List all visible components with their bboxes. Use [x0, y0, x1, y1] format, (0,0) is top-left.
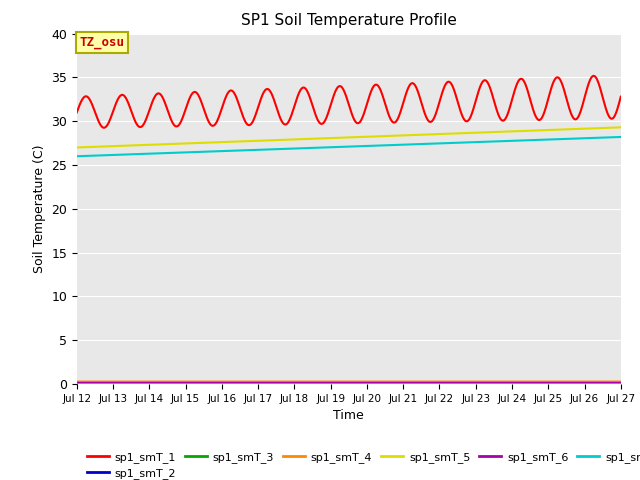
- Y-axis label: Soil Temperature (C): Soil Temperature (C): [33, 144, 45, 273]
- X-axis label: Time: Time: [333, 409, 364, 422]
- Legend: sp1_smT_1, sp1_smT_2, sp1_smT_3, sp1_smT_4, sp1_smT_5, sp1_smT_6, sp1_smT_7: sp1_smT_1, sp1_smT_2, sp1_smT_3, sp1_smT…: [83, 447, 640, 480]
- Title: SP1 Soil Temperature Profile: SP1 Soil Temperature Profile: [241, 13, 457, 28]
- Text: TZ_osu: TZ_osu: [79, 36, 125, 49]
